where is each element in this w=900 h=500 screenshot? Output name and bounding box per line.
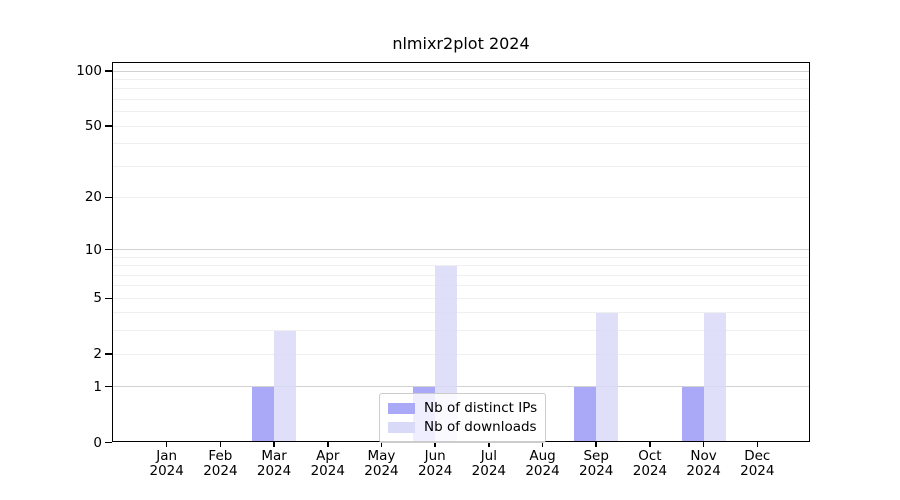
- x-tick-jan: [165, 441, 168, 447]
- gridline-minor-40: [113, 143, 809, 145]
- gridline-minor-7: [113, 274, 809, 276]
- y-tick-label-10: 10: [84, 241, 102, 258]
- gridline-minor-5: [113, 297, 809, 299]
- legend-item-distinct-ips: Nb of distinct IPs: [388, 399, 537, 418]
- bar-distinct-ips-nov: [681, 386, 704, 442]
- y-tick-100: [104, 70, 112, 72]
- x-tick-jun: [434, 441, 436, 447]
- gridline-major-100: [113, 70, 809, 72]
- x-tick-apr: [327, 441, 329, 447]
- x-tick-label-jan: Jan 2024: [149, 448, 184, 479]
- x-tick-label-feb: Feb 2024: [203, 448, 238, 479]
- x-tick-label-oct: Oct 2024: [632, 448, 668, 479]
- y-tick-5: [104, 297, 112, 300]
- y-tick-label-0: 0: [93, 434, 102, 451]
- gridline-minor-3: [113, 330, 809, 332]
- legend-swatch-distinct-ips: [388, 403, 415, 414]
- x-tick-jul: [488, 441, 490, 447]
- y-tick-label-100: 100: [76, 63, 102, 80]
- legend: Nb of distinct IPs Nb of downloads: [379, 393, 547, 443]
- y-tick-0: [104, 441, 112, 444]
- x-tick-label-apr: Apr 2024: [310, 448, 345, 479]
- x-tick-nov: [702, 441, 705, 447]
- y-tick-10: [104, 248, 112, 251]
- y-tick-label-1: 1: [93, 378, 102, 395]
- gridline-minor-20: [113, 196, 809, 198]
- gridline-minor-30: [113, 165, 809, 167]
- x-tick-aug: [541, 441, 544, 447]
- x-tick-label-jun: Jun 2024: [417, 448, 453, 479]
- y-tick-50: [104, 125, 112, 127]
- legend-swatch-downloads: [388, 422, 415, 433]
- x-tick-label-dec: Dec 2024: [740, 448, 775, 479]
- bar-downloads-nov: [703, 312, 726, 442]
- gridline-minor-8: [113, 265, 809, 267]
- y-tick-2: [104, 353, 112, 355]
- y-tick-label-50: 50: [84, 118, 102, 135]
- gridline-minor-90: [113, 78, 809, 80]
- x-tick-label-aug: Aug 2024: [525, 448, 560, 479]
- x-tick-dec: [756, 441, 759, 447]
- chart-title: nlmixr2plot 2024: [392, 34, 530, 53]
- gridline-minor-9: [113, 256, 809, 258]
- gridline-minor-60: [113, 111, 809, 113]
- bar-distinct-ips-sep: [574, 386, 597, 442]
- x-tick-label-nov: Nov 2024: [686, 448, 721, 479]
- gridline-minor-70: [113, 98, 809, 100]
- y-tick-label-2: 2: [93, 346, 102, 363]
- gridline-minor-6: [113, 285, 809, 287]
- x-tick-feb: [219, 441, 222, 447]
- gridline-minor-50: [113, 125, 809, 127]
- x-tick-sep: [595, 441, 597, 447]
- y-tick-label-20: 20: [84, 189, 102, 206]
- x-tick-label-may: May 2024: [364, 448, 399, 479]
- x-tick-may: [380, 441, 383, 447]
- plot-area: Nb of distinct IPs Nb of downloads 0 1 2 5 1…: [76, 62, 810, 479]
- bar-distinct-ips-mar: [252, 386, 275, 442]
- gridline-major-10: [113, 249, 809, 251]
- x-tick-oct: [649, 441, 651, 447]
- gridline-minor-2: [113, 353, 809, 355]
- x-tick-label-jul: Jul 2024: [471, 448, 507, 479]
- bar-downloads-mar: [274, 330, 297, 442]
- x-tick-label-sep: Sep 2024: [579, 448, 614, 479]
- y-tick-1: [104, 385, 112, 388]
- legend-label-downloads: Nb of downloads: [424, 419, 537, 435]
- x-tick-label-mar: Mar 2024: [256, 448, 292, 479]
- legend-item-downloads: Nb of downloads: [388, 418, 537, 437]
- bar-downloads-sep: [596, 312, 619, 442]
- legend-label-distinct-ips: Nb of distinct IPs: [424, 400, 538, 416]
- gridline-major-1: [113, 386, 809, 388]
- x-tick-mar: [273, 441, 275, 447]
- gridline-minor-80: [113, 88, 809, 90]
- gridline-minor-4: [113, 312, 809, 314]
- y-tick-20: [104, 196, 112, 199]
- y-tick-label-5: 5: [93, 290, 102, 307]
